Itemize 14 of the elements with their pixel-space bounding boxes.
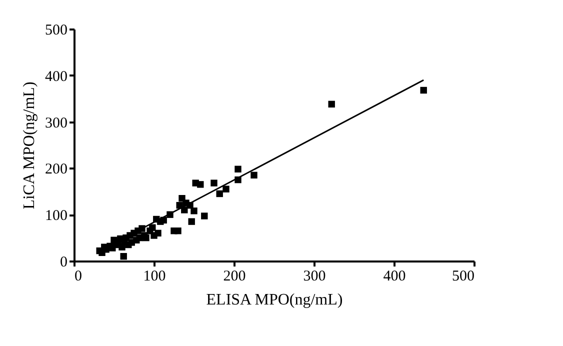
x-axis-title: ELISA MPO(ng/mL)	[206, 292, 343, 308]
y-tick-label: 400	[45, 68, 68, 85]
x-tick-label: 300	[303, 268, 326, 284]
x-tick-label: 200	[223, 268, 246, 284]
y-tick-label: 500	[45, 22, 68, 38]
y-tick-label: 200	[45, 162, 68, 178]
y-tick-label: 0	[60, 254, 68, 270]
y-axis-title: LiCA MPO(ng/mL)	[21, 82, 38, 210]
x-tick-label: 400	[383, 268, 406, 284]
y-tick-label: 100	[45, 208, 68, 224]
y-tick-label: 300	[45, 115, 68, 132]
x-tick-label: 100	[143, 268, 166, 284]
x-tick-label: 0	[74, 268, 82, 284]
x-tick-label: 500	[452, 268, 474, 284]
